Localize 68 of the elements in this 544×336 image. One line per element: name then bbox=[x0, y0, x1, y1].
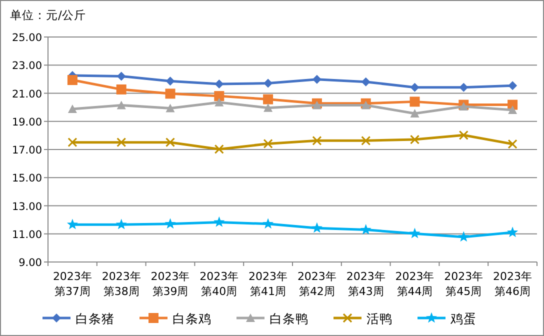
y-tick-label: 13.00 bbox=[12, 200, 42, 213]
y-tick-label: 11.00 bbox=[12, 228, 42, 241]
point bbox=[68, 138, 78, 148]
point bbox=[116, 84, 126, 94]
x-tick-label: 2023年第37周 bbox=[52, 270, 92, 298]
point bbox=[214, 216, 225, 227]
legend-label: 鸡蛋 bbox=[450, 311, 476, 326]
point bbox=[116, 72, 126, 81]
y-tick-label: 25.00 bbox=[12, 32, 42, 44]
x-tick-label: 2023年第40周 bbox=[200, 270, 239, 298]
point bbox=[312, 100, 322, 110]
point bbox=[410, 109, 420, 118]
point bbox=[264, 78, 273, 88]
x-tick-label: 2023年第43周 bbox=[346, 270, 386, 298]
point bbox=[409, 228, 420, 238]
point bbox=[214, 91, 224, 102]
point bbox=[458, 231, 470, 242]
point bbox=[360, 224, 372, 234]
point bbox=[312, 136, 322, 146]
point bbox=[68, 104, 77, 113]
point bbox=[410, 82, 420, 92]
y-tick-label: 9.00 bbox=[18, 257, 42, 269]
legend-label: 白条猪 bbox=[76, 311, 114, 326]
point bbox=[361, 77, 370, 86]
point bbox=[165, 138, 176, 148]
legend-label: 活鸭 bbox=[366, 311, 392, 326]
legend-label: 白条鸭 bbox=[270, 311, 308, 326]
x-tick-label: 2023年第39周 bbox=[150, 270, 190, 298]
point bbox=[166, 76, 175, 86]
point bbox=[214, 98, 224, 106]
point bbox=[214, 144, 224, 154]
x-tick-label: 2023年第45周 bbox=[444, 270, 484, 298]
y-tick-label: 15.00 bbox=[12, 172, 42, 185]
y-tick-label: 17.00 bbox=[12, 144, 42, 156]
x-tick-label: 2023年第42周 bbox=[297, 270, 336, 298]
x-tick-label: 2023年第41周 bbox=[248, 270, 288, 298]
x-tick-label: 2023年第44周 bbox=[395, 270, 434, 298]
point bbox=[311, 222, 322, 233]
point bbox=[361, 136, 371, 146]
point bbox=[66, 218, 78, 230]
point bbox=[262, 218, 274, 229]
point bbox=[67, 75, 78, 86]
point bbox=[116, 138, 126, 148]
point bbox=[410, 96, 420, 107]
y-tick-label: 23.00 bbox=[12, 60, 42, 72]
y-tick-label: 21.00 bbox=[12, 88, 42, 100]
point bbox=[116, 218, 127, 230]
point bbox=[164, 218, 176, 229]
y-axis-title: 单位：元/公斤 bbox=[10, 8, 86, 22]
point bbox=[458, 130, 468, 140]
legend-label: 白条鸡 bbox=[172, 311, 212, 326]
point bbox=[410, 134, 420, 144]
point bbox=[264, 103, 273, 112]
point bbox=[116, 100, 126, 110]
point bbox=[508, 105, 518, 114]
y-tick-label: 19.00 bbox=[12, 116, 42, 128]
point bbox=[263, 94, 274, 104]
point bbox=[361, 100, 370, 110]
x-tick-label: 2023年第38周 bbox=[102, 270, 141, 298]
point bbox=[508, 81, 518, 90]
point bbox=[166, 104, 175, 112]
x-tick-label: 2023年第46周 bbox=[493, 270, 532, 298]
point bbox=[312, 74, 322, 84]
point bbox=[507, 226, 518, 238]
point bbox=[165, 88, 176, 99]
point bbox=[214, 79, 224, 88]
point bbox=[263, 138, 273, 149]
point bbox=[508, 139, 518, 149]
